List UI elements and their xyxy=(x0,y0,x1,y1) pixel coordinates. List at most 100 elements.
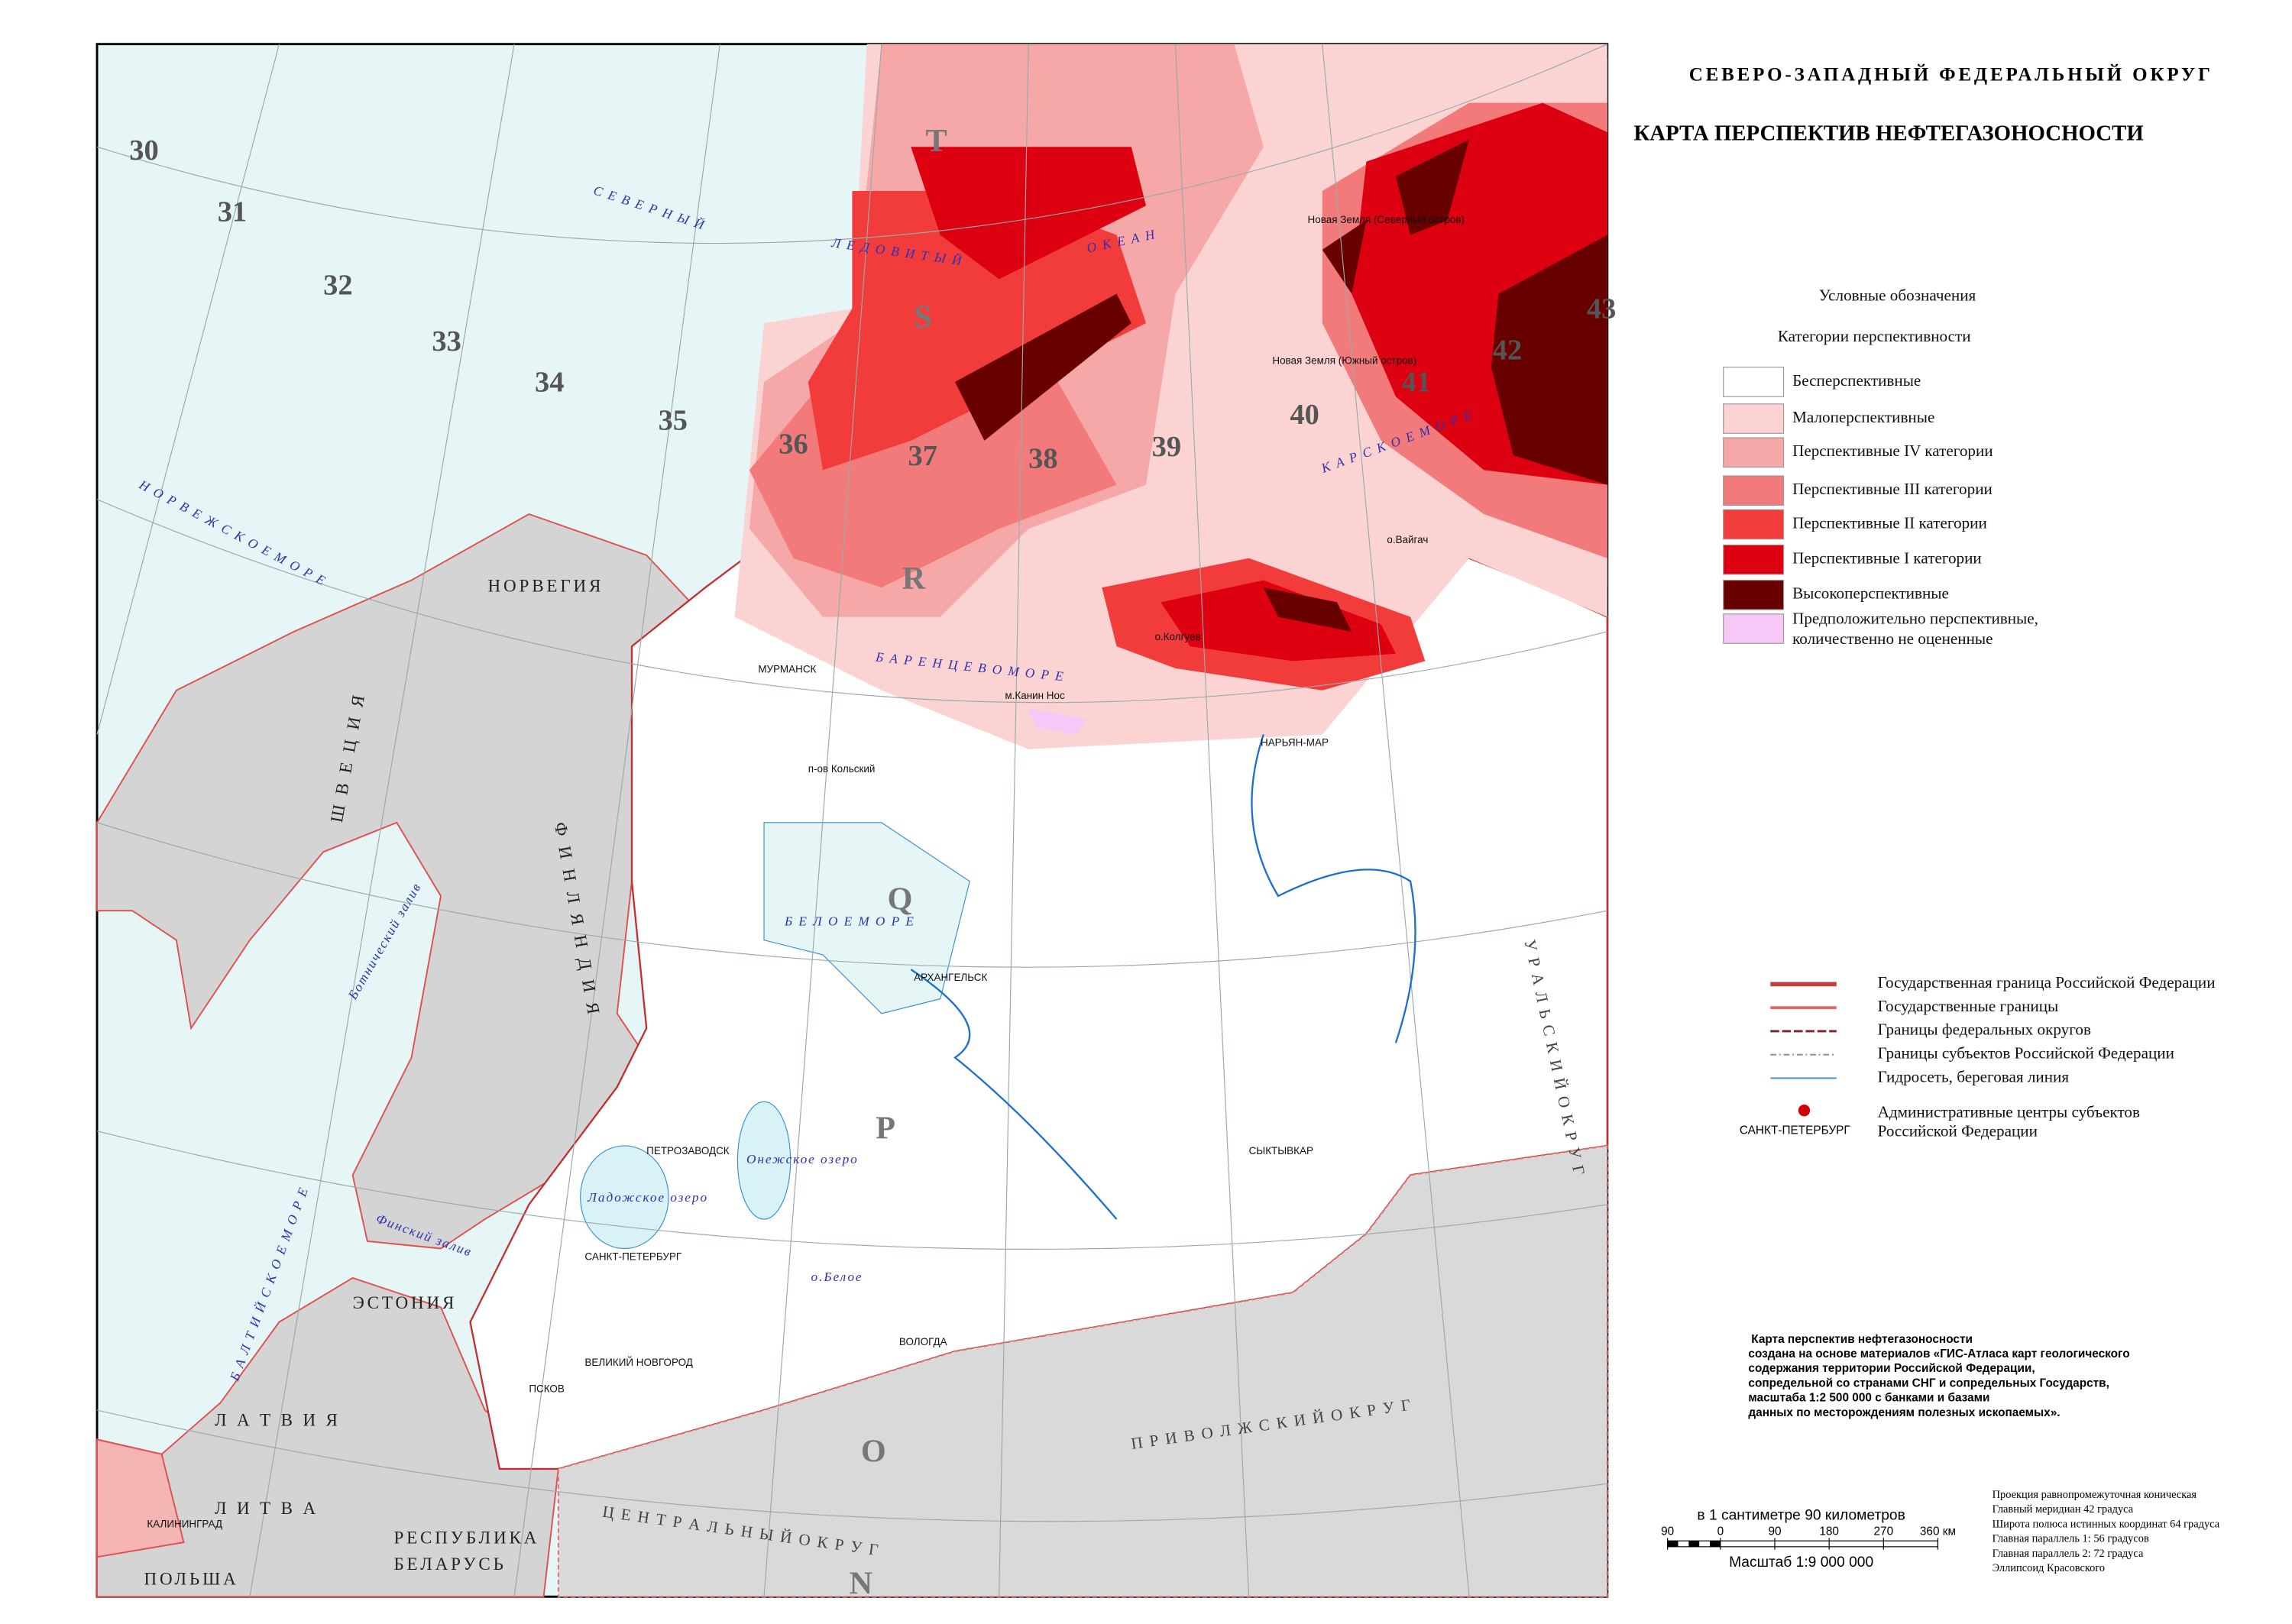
sheet-number: 32 xyxy=(323,270,352,302)
island-label: Новая Земля (Северный остров) xyxy=(1308,214,1465,225)
sheet-letter: O xyxy=(861,1433,886,1469)
russia-other xyxy=(557,1144,1608,1598)
legend-label: Бесперспективные xyxy=(1792,371,1921,390)
sheet-number: 38 xyxy=(1028,443,1057,475)
meridian xyxy=(763,44,882,1597)
scale-segment xyxy=(1667,1541,1679,1547)
sheet-number: 37 xyxy=(908,440,937,472)
sheet-number: 33 xyxy=(432,325,461,357)
country-label: Л А Т В И Я xyxy=(215,1410,341,1430)
legend-label: Перспективные III категории xyxy=(1792,480,1993,498)
place-label: п-ов Кольский xyxy=(808,763,876,775)
legend-label: Гидросеть, береговая линия xyxy=(1878,1067,2070,1085)
scale-text: в 1 сантиметре 90 километров xyxy=(1697,1508,1905,1524)
meridian xyxy=(999,44,1029,1597)
meridian xyxy=(1322,44,1470,1597)
sheet-number: 42 xyxy=(1493,334,1522,366)
parallel xyxy=(96,44,1608,244)
scale-tick-label: 90 xyxy=(1661,1525,1674,1538)
zone xyxy=(808,190,1146,471)
parallel xyxy=(96,1409,1607,1522)
legend-swatch xyxy=(1723,475,1785,506)
legend-swatch xyxy=(1723,509,1785,540)
city-label: САНКТ-ПЕТЕРБУРГ xyxy=(584,1251,681,1263)
legend-heading: Условные обозначения xyxy=(1819,286,1976,304)
legend-label: Российской Федерации xyxy=(1878,1121,2038,1140)
country-label: НОРВЕГИЯ xyxy=(488,575,604,595)
zone xyxy=(1263,587,1352,632)
legend-label: Перспективные II категории xyxy=(1792,513,1987,532)
parallel xyxy=(96,499,1607,704)
lake-onega xyxy=(736,1101,792,1220)
meridian xyxy=(513,44,720,1597)
meridian xyxy=(96,44,280,735)
note-line: масштаба 1:2 500 000 с банками и базами xyxy=(1748,1392,1989,1405)
scale-segment xyxy=(1710,1541,1721,1547)
sheet-letter: R xyxy=(902,561,926,597)
white-sea xyxy=(763,822,970,1014)
projection-line: Главный меридиан 42 градуса xyxy=(1993,1503,2134,1516)
sea-label: Б Е Л О Е М О Р Е xyxy=(784,914,915,929)
legend-swatch xyxy=(1723,544,1785,575)
zone xyxy=(1028,707,1088,735)
sheet-letter: P xyxy=(876,1110,895,1146)
projection-line: Главная параллель 2: 72 градуса xyxy=(1993,1548,2144,1560)
country-label: БЕЛАРУСЬ xyxy=(393,1554,506,1574)
scale-tick-label: 270 xyxy=(1873,1525,1893,1538)
lake-ladoga xyxy=(580,1145,669,1250)
city-label: НАРЬЯН-МАР xyxy=(1261,737,1329,749)
note-line: создана на основе материалов «ГИС-Атласа… xyxy=(1748,1347,2129,1360)
island-label: о.Колгуев xyxy=(1155,631,1201,642)
country-label: ЭСТОНИЯ xyxy=(353,1292,458,1312)
scale-segment xyxy=(1688,1541,1700,1547)
zone xyxy=(1161,580,1396,662)
zone xyxy=(1395,139,1470,235)
river xyxy=(910,969,1118,1220)
legend-label: Границы субъектов Российской Федерации xyxy=(1878,1044,2174,1063)
city-label: АРХАНГЕЛЬСК xyxy=(914,972,987,983)
sheet-number: 41 xyxy=(1402,367,1431,399)
river xyxy=(1251,734,1416,1043)
capital-sample: САНКТ-ПЕТЕРБУРГ xyxy=(1740,1124,1851,1137)
city-label: ВОЛОГДА xyxy=(899,1336,947,1347)
note-line: Карта перспектив нефтегазоносности xyxy=(1751,1333,1973,1346)
island-label: Новая Земля (Южный остров) xyxy=(1272,355,1416,367)
zone xyxy=(955,293,1131,441)
sheet-number: 39 xyxy=(1152,431,1181,463)
legend-label: Малоперспективные xyxy=(1792,408,1934,426)
note-line: данных по месторождениям полезных ископа… xyxy=(1748,1406,2060,1419)
country-label: РЕСПУБЛИКА xyxy=(393,1528,539,1548)
scale-bar: в 1 сантиметре 90 километров Масштаб 1:9… xyxy=(1661,1508,1956,1571)
kaliningrad xyxy=(96,1438,185,1558)
district-title: СЕВЕРО-ЗАПАДНЫЙ ФЕДЕРАЛЬНЫЙ ОКРУГ xyxy=(1689,64,2213,86)
zone xyxy=(1322,220,1367,294)
legend: Бесперспективные Малоперспективные Перспек… xyxy=(1723,367,2038,648)
legend-swatch xyxy=(1723,403,1785,434)
zone xyxy=(1491,235,1607,485)
legend-label: количественно не оцененные xyxy=(1792,629,1993,648)
sheet-number: 30 xyxy=(129,134,158,167)
legend-label: Перспективные I категории xyxy=(1792,548,1982,567)
legend-swatch xyxy=(1723,367,1785,397)
sheet-letter: Q xyxy=(888,881,913,917)
lake-label: Ладожское озеро xyxy=(587,1190,708,1205)
parallel xyxy=(96,1131,1607,1250)
cape-label: м.Канин Нос xyxy=(1005,690,1065,701)
sheet-letter: S xyxy=(914,299,932,335)
sheet-letter: N xyxy=(850,1565,873,1601)
city-label: СЫКТЫВКАР xyxy=(1249,1145,1313,1157)
city-label: ПСКОВ xyxy=(529,1383,565,1395)
prospect-zones xyxy=(734,44,1607,749)
legend-swatch xyxy=(1723,579,1785,610)
country-label: ПОЛЬША xyxy=(144,1568,239,1588)
sheet-number: 40 xyxy=(1290,399,1319,431)
legend-label: Границы федеральных округов xyxy=(1878,1021,2091,1039)
lines-legend: САНКТ-ПЕТЕРБУРГ Административные центры … xyxy=(1740,973,2216,1140)
meridian xyxy=(249,44,515,1597)
sheet-number: 31 xyxy=(218,196,247,228)
meridian xyxy=(1174,44,1250,1597)
scandinavia xyxy=(96,513,692,1250)
legend-label: Государственные границы xyxy=(1878,997,2059,1015)
legend-label: Высокоперспективные xyxy=(1792,584,1949,603)
projection-line: Проекция равнопромежуточная коническая xyxy=(1993,1489,2197,1501)
